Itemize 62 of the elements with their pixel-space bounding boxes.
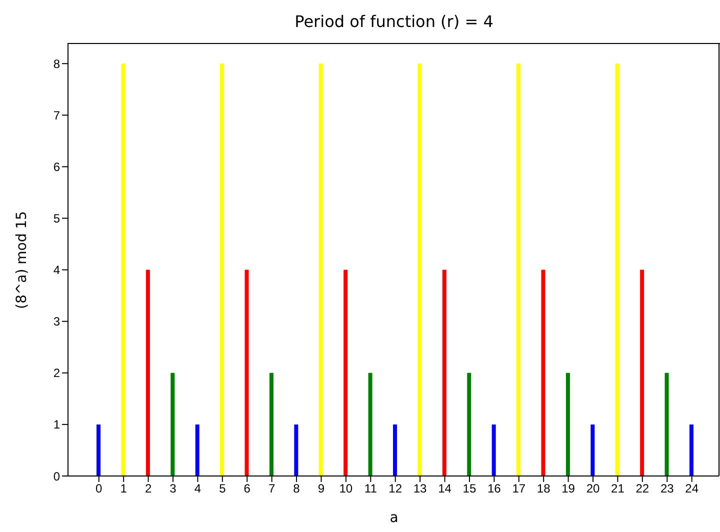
bar [418, 64, 422, 476]
bar [442, 270, 446, 476]
x-tick-label: 5 [219, 482, 226, 496]
x-tick-label: 4 [194, 482, 202, 496]
x-tick-label: 0 [96, 482, 103, 496]
y-tick-label: 1 [53, 418, 60, 432]
x-tick-label: 22 [636, 482, 650, 496]
bar [467, 372, 472, 476]
bar [590, 424, 595, 476]
bar [269, 372, 274, 476]
x-tick-label: 11 [364, 482, 378, 496]
y-tick-label: 3 [53, 314, 60, 329]
x-tick-label: 8 [293, 482, 300, 496]
y-tick-label: 2 [53, 366, 60, 380]
bar [121, 64, 126, 476]
x-tick-label: 7 [268, 482, 276, 496]
x-tick-label: 24 [685, 482, 699, 496]
y-tick-label: 7 [53, 108, 60, 122]
x-tick-label: 12 [388, 482, 402, 496]
y-tick-label: 4 [53, 263, 60, 278]
x-tick-label: 10 [339, 482, 353, 496]
x-tick-label: 15 [462, 482, 476, 496]
y-tick-label: 8 [53, 56, 60, 71]
bar [615, 64, 620, 476]
bar [344, 270, 348, 476]
x-tick-label: 18 [536, 482, 551, 496]
x-tick-label: 13 [413, 482, 428, 496]
x-tick-label: 16 [487, 482, 502, 496]
x-axis-title: a [388, 510, 400, 526]
x-tick-label: 20 [586, 482, 600, 496]
bar [541, 270, 546, 476]
bar [368, 372, 372, 476]
bar [146, 270, 150, 476]
x-tick-label: 9 [318, 482, 325, 496]
chart-title: Period of function (r) = 4 [294, 12, 494, 31]
bar [170, 372, 175, 476]
y-tick-label: 0 [53, 469, 60, 484]
bar [318, 64, 323, 476]
x-tick-label: 1 [120, 482, 128, 496]
x-tick-label: 23 [660, 482, 674, 496]
x-tick-label: 6 [244, 482, 251, 496]
bar [640, 270, 644, 476]
bar [244, 270, 249, 476]
bar [566, 372, 570, 476]
x-tick-label: 14 [438, 482, 452, 496]
y-tick-label: 5 [53, 212, 60, 226]
x-tick-label: 2 [144, 482, 152, 496]
bar [220, 64, 224, 476]
bar [492, 424, 496, 476]
bar [96, 424, 101, 476]
bar [664, 372, 669, 476]
y-axis-title: (8^a) mod 15 [14, 211, 30, 309]
y-tick-label: 6 [53, 160, 60, 174]
bar [516, 64, 521, 476]
x-tick-label: 21 [611, 482, 625, 496]
x-tick-label: 17 [512, 482, 526, 496]
bar [689, 424, 694, 476]
bar [294, 424, 298, 476]
x-tick-label: 19 [562, 482, 576, 496]
bar [195, 424, 200, 476]
bar [393, 424, 397, 476]
x-tick-label: 3 [170, 482, 177, 496]
